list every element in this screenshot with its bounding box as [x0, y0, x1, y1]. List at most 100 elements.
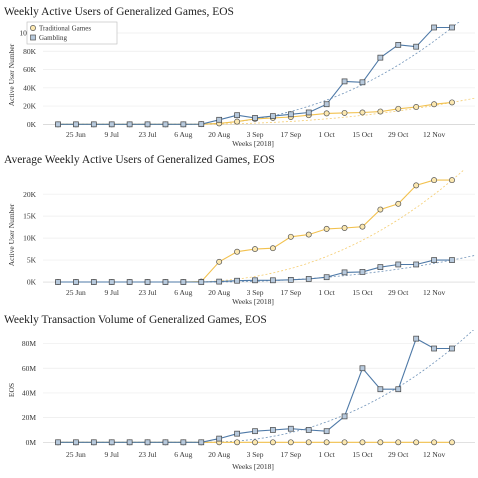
data-point [252, 246, 258, 253]
data-point [341, 225, 348, 231]
data-point [108, 279, 115, 285]
x-tick-label: 3 Sep [247, 450, 264, 459]
data-point [216, 258, 223, 265]
data-point [198, 279, 205, 285]
data-point [341, 413, 348, 420]
x-tick-label: 12 Nov [423, 288, 446, 297]
data-point [73, 279, 79, 285]
data-point [449, 439, 455, 446]
data-point [341, 269, 348, 276]
x-tick-label: 12 Nov [423, 130, 446, 139]
y-tick-labels: 0M 20M 40M 60M 80M [22, 339, 37, 447]
data-point [395, 386, 402, 393]
data-point [126, 439, 133, 446]
data-point [359, 223, 366, 230]
data-point [413, 439, 420, 446]
data-point [359, 109, 366, 116]
x-tick-label: 23 Jul [138, 450, 156, 459]
data-point [90, 279, 97, 285]
data-point [341, 78, 348, 85]
y-tick-labels: 0K 5K 10K 15K 20K [23, 190, 37, 287]
data-point [431, 257, 437, 263]
data-point [395, 439, 402, 446]
x-tick-label: 20 Aug [208, 288, 230, 297]
data-point [359, 79, 366, 86]
x-tick-label: 9 Jul [105, 450, 119, 459]
data-point [108, 121, 115, 128]
data-point [144, 439, 151, 446]
y-axis-label: Active User Number [7, 203, 16, 266]
trendline [58, 97, 475, 125]
x-tick-label: 17 Sep [281, 130, 302, 139]
data-point [252, 439, 258, 446]
data-point [252, 277, 258, 284]
data-point [413, 104, 420, 110]
data-point [449, 177, 455, 184]
data-point [287, 276, 294, 283]
x-tick-label: 23 Jul [138, 288, 156, 297]
x-tick-label: 15 Oct [352, 288, 373, 297]
x-tick-label: 6 Aug [174, 450, 192, 459]
y-tick-label: 40M [22, 389, 37, 398]
data-point [449, 345, 455, 352]
x-tick-labels: 25 Jun 9 Jul 23 Jul 6 Aug 20 Aug 3 Sep 17 Sep 1… [66, 130, 445, 139]
y-tick-label: 10K [23, 234, 37, 243]
data-point [90, 439, 97, 446]
x-tick-label: 17 Sep [281, 450, 302, 459]
data-point [431, 177, 438, 184]
series-line [58, 179, 452, 283]
x-axis-label: Weeks [2018] [232, 297, 274, 306]
data-point [216, 116, 223, 123]
x-tick-label: 9 Jul [105, 288, 119, 297]
data-point [341, 439, 348, 446]
y-tick-label: 60K [23, 65, 37, 74]
data-point [287, 425, 294, 432]
data-point [234, 439, 241, 446]
trendline [58, 254, 475, 283]
data-point [431, 24, 437, 31]
x-axis-label: Weeks [2018] [232, 139, 274, 148]
chart-title: Weekly Transaction Volume of Generalized… [4, 314, 267, 326]
data-point [359, 439, 366, 446]
y-tick-label: 20K [23, 102, 37, 111]
legend-box [26, 21, 118, 45]
data-point [216, 435, 223, 442]
x-tick-label: 20 Aug [208, 450, 230, 459]
data-point [413, 182, 420, 189]
data-point [413, 261, 420, 268]
x-tick-label: 1 Oct [318, 288, 335, 297]
series-gambling [55, 257, 455, 285]
x-tick-labels: 25 Jun 9 Jul 23 Jul 6 Aug 20 Aug 3 Sep 17 Sep 1… [66, 288, 445, 297]
y-tick-label: 20K [23, 190, 37, 199]
data-point [126, 121, 133, 128]
data-point [395, 105, 402, 112]
x-tick-label: 15 Oct [352, 130, 373, 139]
x-tick-label: 20 Aug [208, 130, 230, 139]
x-tick-label: 23 Jul [138, 130, 156, 139]
data-point [234, 248, 241, 255]
data-point [305, 427, 312, 433]
y-tick-label: 20M [22, 413, 37, 422]
x-tick-label: 25 Jun [66, 450, 86, 459]
data-point [180, 279, 187, 285]
legend-marker-gambling [30, 34, 36, 41]
y-tick-label: 0M [26, 438, 37, 447]
y-axis-label: Active User Number [7, 43, 16, 106]
data-point [269, 245, 276, 252]
x-tick-label: 3 Sep [247, 130, 264, 139]
data-point [73, 121, 79, 128]
x-tick-label: 29 Oct [388, 450, 409, 459]
data-point [413, 43, 420, 50]
legend-label-gambling: Gambling [39, 34, 67, 42]
x-tick-label: 25 Jun [66, 130, 86, 139]
gridlines [43, 343, 475, 443]
data-point [341, 109, 348, 116]
data-point [55, 121, 61, 128]
x-axis-label: Weeks [2018] [232, 462, 274, 471]
data-point [270, 427, 276, 433]
data-point [55, 439, 61, 446]
data-point [234, 277, 240, 284]
data-point [377, 108, 384, 115]
data-point [377, 206, 384, 213]
